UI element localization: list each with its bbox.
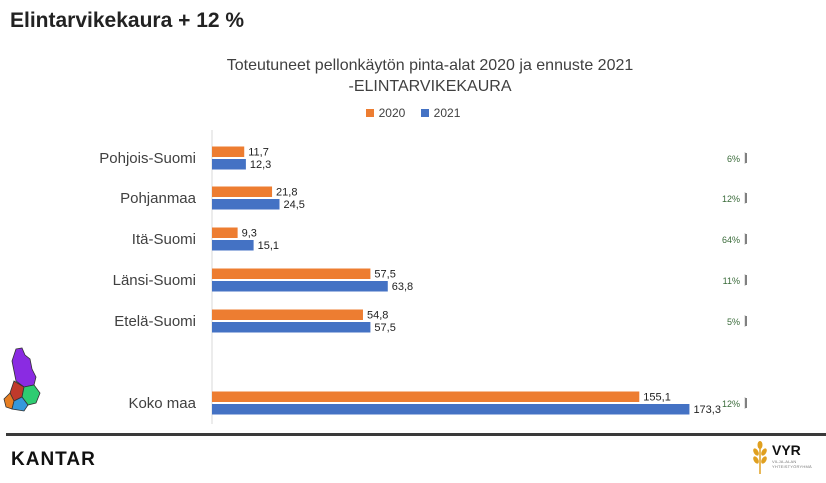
change-label-länsi-suomi: 11% xyxy=(723,276,740,286)
value-label-2021-itä-suomi: 15,1 xyxy=(258,240,279,252)
value-label-2020-länsi-suomi: 57,5 xyxy=(374,269,395,281)
category-label-länsi-suomi: Länsi-Suomi xyxy=(113,272,196,289)
value-label-2021-pohjanmaa: 24,5 xyxy=(283,199,304,211)
category-label-pohjanmaa: Pohjanmaa xyxy=(120,190,197,207)
legend-swatch-2020 xyxy=(365,109,374,117)
footer-divider xyxy=(6,433,826,436)
bar-2021-pohjois-suomi xyxy=(212,159,246,170)
value-label-2021-koko-maa: 173,3 xyxy=(693,404,721,416)
change-bar-pohjois-suomi xyxy=(745,153,747,163)
legend-item-2020: 2020 xyxy=(365,106,406,120)
legend-item-2021: 2021 xyxy=(420,106,461,120)
chart-title: Toteutuneet pellonkäytön pinta-alat 2020… xyxy=(150,55,710,97)
category-label-etelä-suomi: Etelä-Suomi xyxy=(114,313,196,330)
value-label-2021-pohjois-suomi: 12,3 xyxy=(250,159,271,171)
bar-2020-pohjois-suomi xyxy=(212,146,245,157)
page-title: Elintarvikekaura + 12 % xyxy=(10,9,245,32)
change-label-etelä-suomi: 5% xyxy=(727,317,740,327)
vyr-sub-line1: VILJA-ALAN xyxy=(772,459,797,464)
vyr-sub-line2: YHTEISTYÖRYHMÄ xyxy=(772,464,812,469)
bar-2021-länsi-suomi xyxy=(212,281,388,292)
change-bar-pohjanmaa xyxy=(745,193,747,203)
wheat-icon xyxy=(753,441,767,474)
vyr-logo-subtext: VILJA-ALAN YHTEISTYÖRYHMÄ xyxy=(772,459,812,469)
change-bar-itä-suomi xyxy=(745,234,747,244)
bar-2020-etelä-suomi xyxy=(212,309,363,320)
change-label-itä-suomi: 64% xyxy=(722,235,740,245)
value-label-2021-etelä-suomi: 57,5 xyxy=(374,322,395,334)
category-label-koko-maa: Koko maa xyxy=(128,395,196,412)
bar-2020-koko-maa xyxy=(212,391,640,402)
chart-title-line1: Toteutuneet pellonkäytön pinta-alat 2020… xyxy=(226,57,634,74)
bar-2020-itä-suomi xyxy=(212,227,238,238)
change-bar-koko-maa xyxy=(745,398,747,408)
bar-2020-länsi-suomi xyxy=(212,268,371,279)
value-label-2020-koko-maa: 155,1 xyxy=(643,392,671,404)
category-label-itä-suomi: Itä-Suomi xyxy=(132,231,196,248)
chart-title-line2: -ELINTARVIKEKAURA xyxy=(348,78,512,95)
bar-2021-koko-maa xyxy=(212,404,690,415)
legend-label-2020: 2020 xyxy=(378,106,406,120)
value-label-2020-etelä-suomi: 54,8 xyxy=(367,310,388,322)
vyr-logo-text: VYR xyxy=(772,442,801,458)
change-label-koko-maa: 12% xyxy=(722,399,740,409)
bar-2021-etelä-suomi xyxy=(212,322,371,333)
value-label-2020-pohjanmaa: 21,8 xyxy=(276,187,297,199)
value-label-2020-pohjois-suomi: 11,7 xyxy=(248,147,269,159)
chart-legend: 2020 2021 xyxy=(0,106,826,120)
change-bar-etelä-suomi xyxy=(745,316,747,326)
bar-2021-itä-suomi xyxy=(212,240,254,251)
vyr-logo: VYR VILJA-ALAN YHTEISTYÖRYHMÄ xyxy=(750,438,822,478)
value-label-2021-länsi-suomi: 63,8 xyxy=(392,281,413,293)
value-label-2020-itä-suomi: 9,3 xyxy=(242,228,257,240)
legend-label-2021: 2021 xyxy=(433,106,461,120)
change-bar-länsi-suomi xyxy=(745,275,747,285)
kantar-logo: KANTAR xyxy=(11,449,96,470)
bar-2021-pohjanmaa xyxy=(212,199,280,210)
change-label-pohjois-suomi: 6% xyxy=(727,154,740,164)
change-label-pohjanmaa: 12% xyxy=(722,194,740,204)
category-label-pohjois-suomi: Pohjois-Suomi xyxy=(99,150,196,167)
bar-2020-pohjanmaa xyxy=(212,186,273,197)
finland-map-icon xyxy=(3,347,41,412)
legend-swatch-2021 xyxy=(420,109,429,117)
